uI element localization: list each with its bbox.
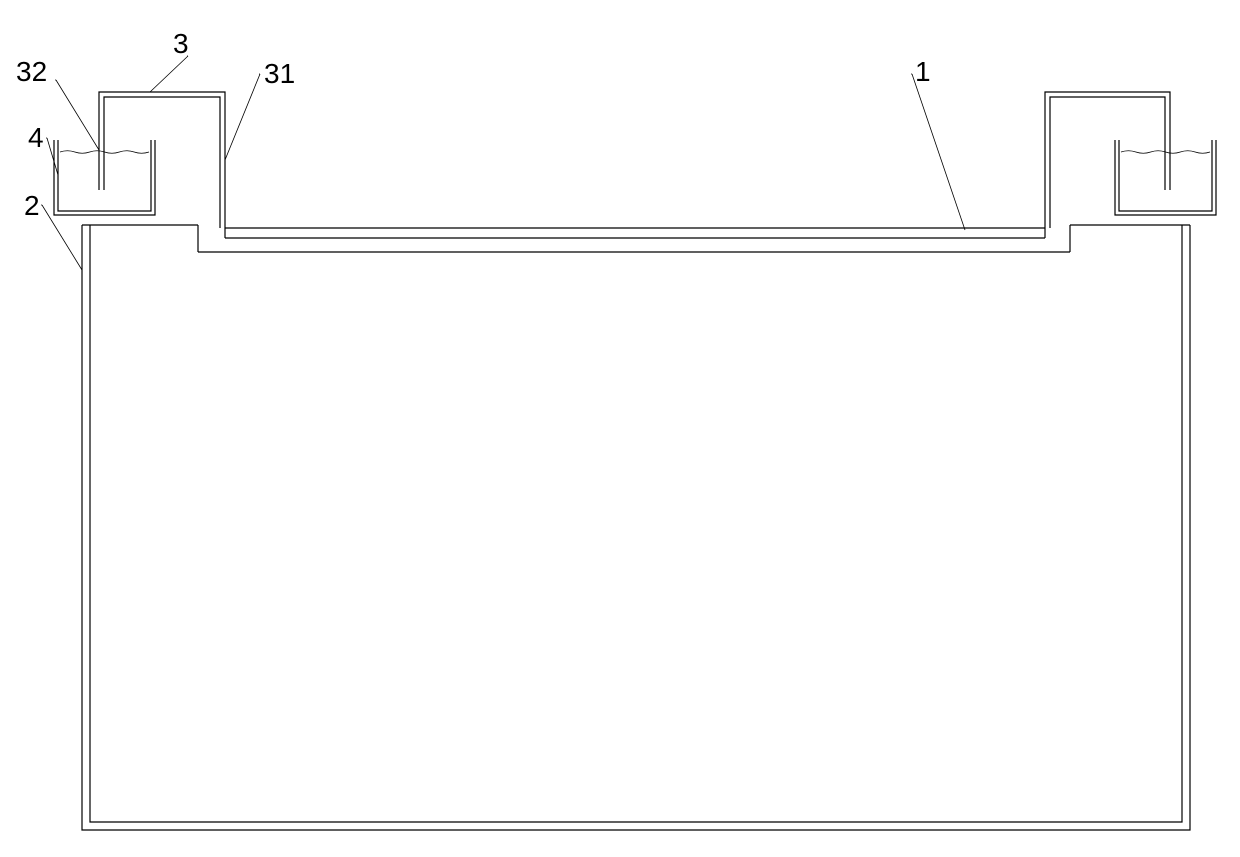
label-2: 2 (24, 190, 40, 222)
label-1: 1 (915, 56, 931, 88)
technical-diagram (0, 0, 1240, 857)
cap-right (1045, 92, 1170, 228)
label-3: 3 (173, 28, 189, 60)
cap-left (99, 92, 225, 228)
label-4: 4 (28, 122, 44, 154)
main-container (82, 225, 1190, 830)
label-31: 31 (264, 58, 295, 90)
label-32: 32 (16, 56, 47, 88)
